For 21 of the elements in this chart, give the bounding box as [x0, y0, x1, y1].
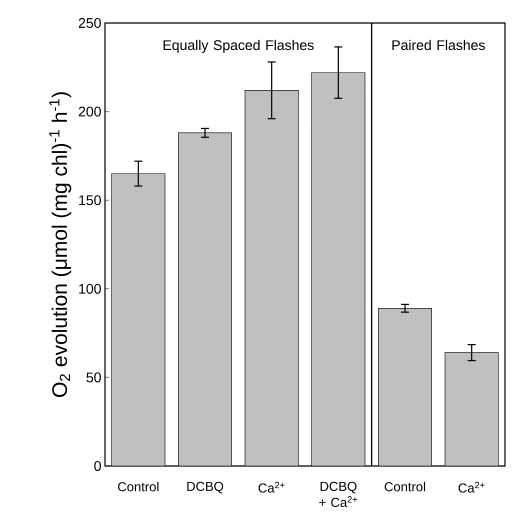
x-tick-label: DCBQ + Ca$^{2+}$	[319, 482, 358, 508]
x-tick-label: Ca$^{2+}$	[258, 482, 284, 493]
annotation: Equally Spaced Flashes	[164, 40, 314, 53]
x-tick-label: Ca$^{2+}$	[458, 482, 484, 493]
y-tick-label: 250	[78, 18, 101, 28]
y-tick-label: 50	[86, 372, 101, 382]
bar	[312, 72, 366, 466]
x-tick-label: Control	[384, 482, 426, 492]
y-tick-label: 150	[79, 195, 101, 206]
bar	[378, 308, 432, 466]
bar	[112, 174, 165, 466]
bar	[444, 352, 499, 466]
x-tick-label: DCBQ	[187, 482, 224, 494]
x-tick-label: Control	[118, 482, 158, 492]
y-tick-label: 0	[94, 461, 101, 471]
y-tick-label: 100	[79, 284, 101, 294]
annotation: Paired Flashes	[392, 40, 485, 50]
bar	[245, 90, 298, 466]
bar	[178, 132, 232, 466]
y-axis-title: O$_{2}$ evolution (μmol (mg chl)$^{-1}$ h$^{-1}$)	[49, 92, 72, 398]
y-tick-label: 200	[78, 106, 101, 117]
